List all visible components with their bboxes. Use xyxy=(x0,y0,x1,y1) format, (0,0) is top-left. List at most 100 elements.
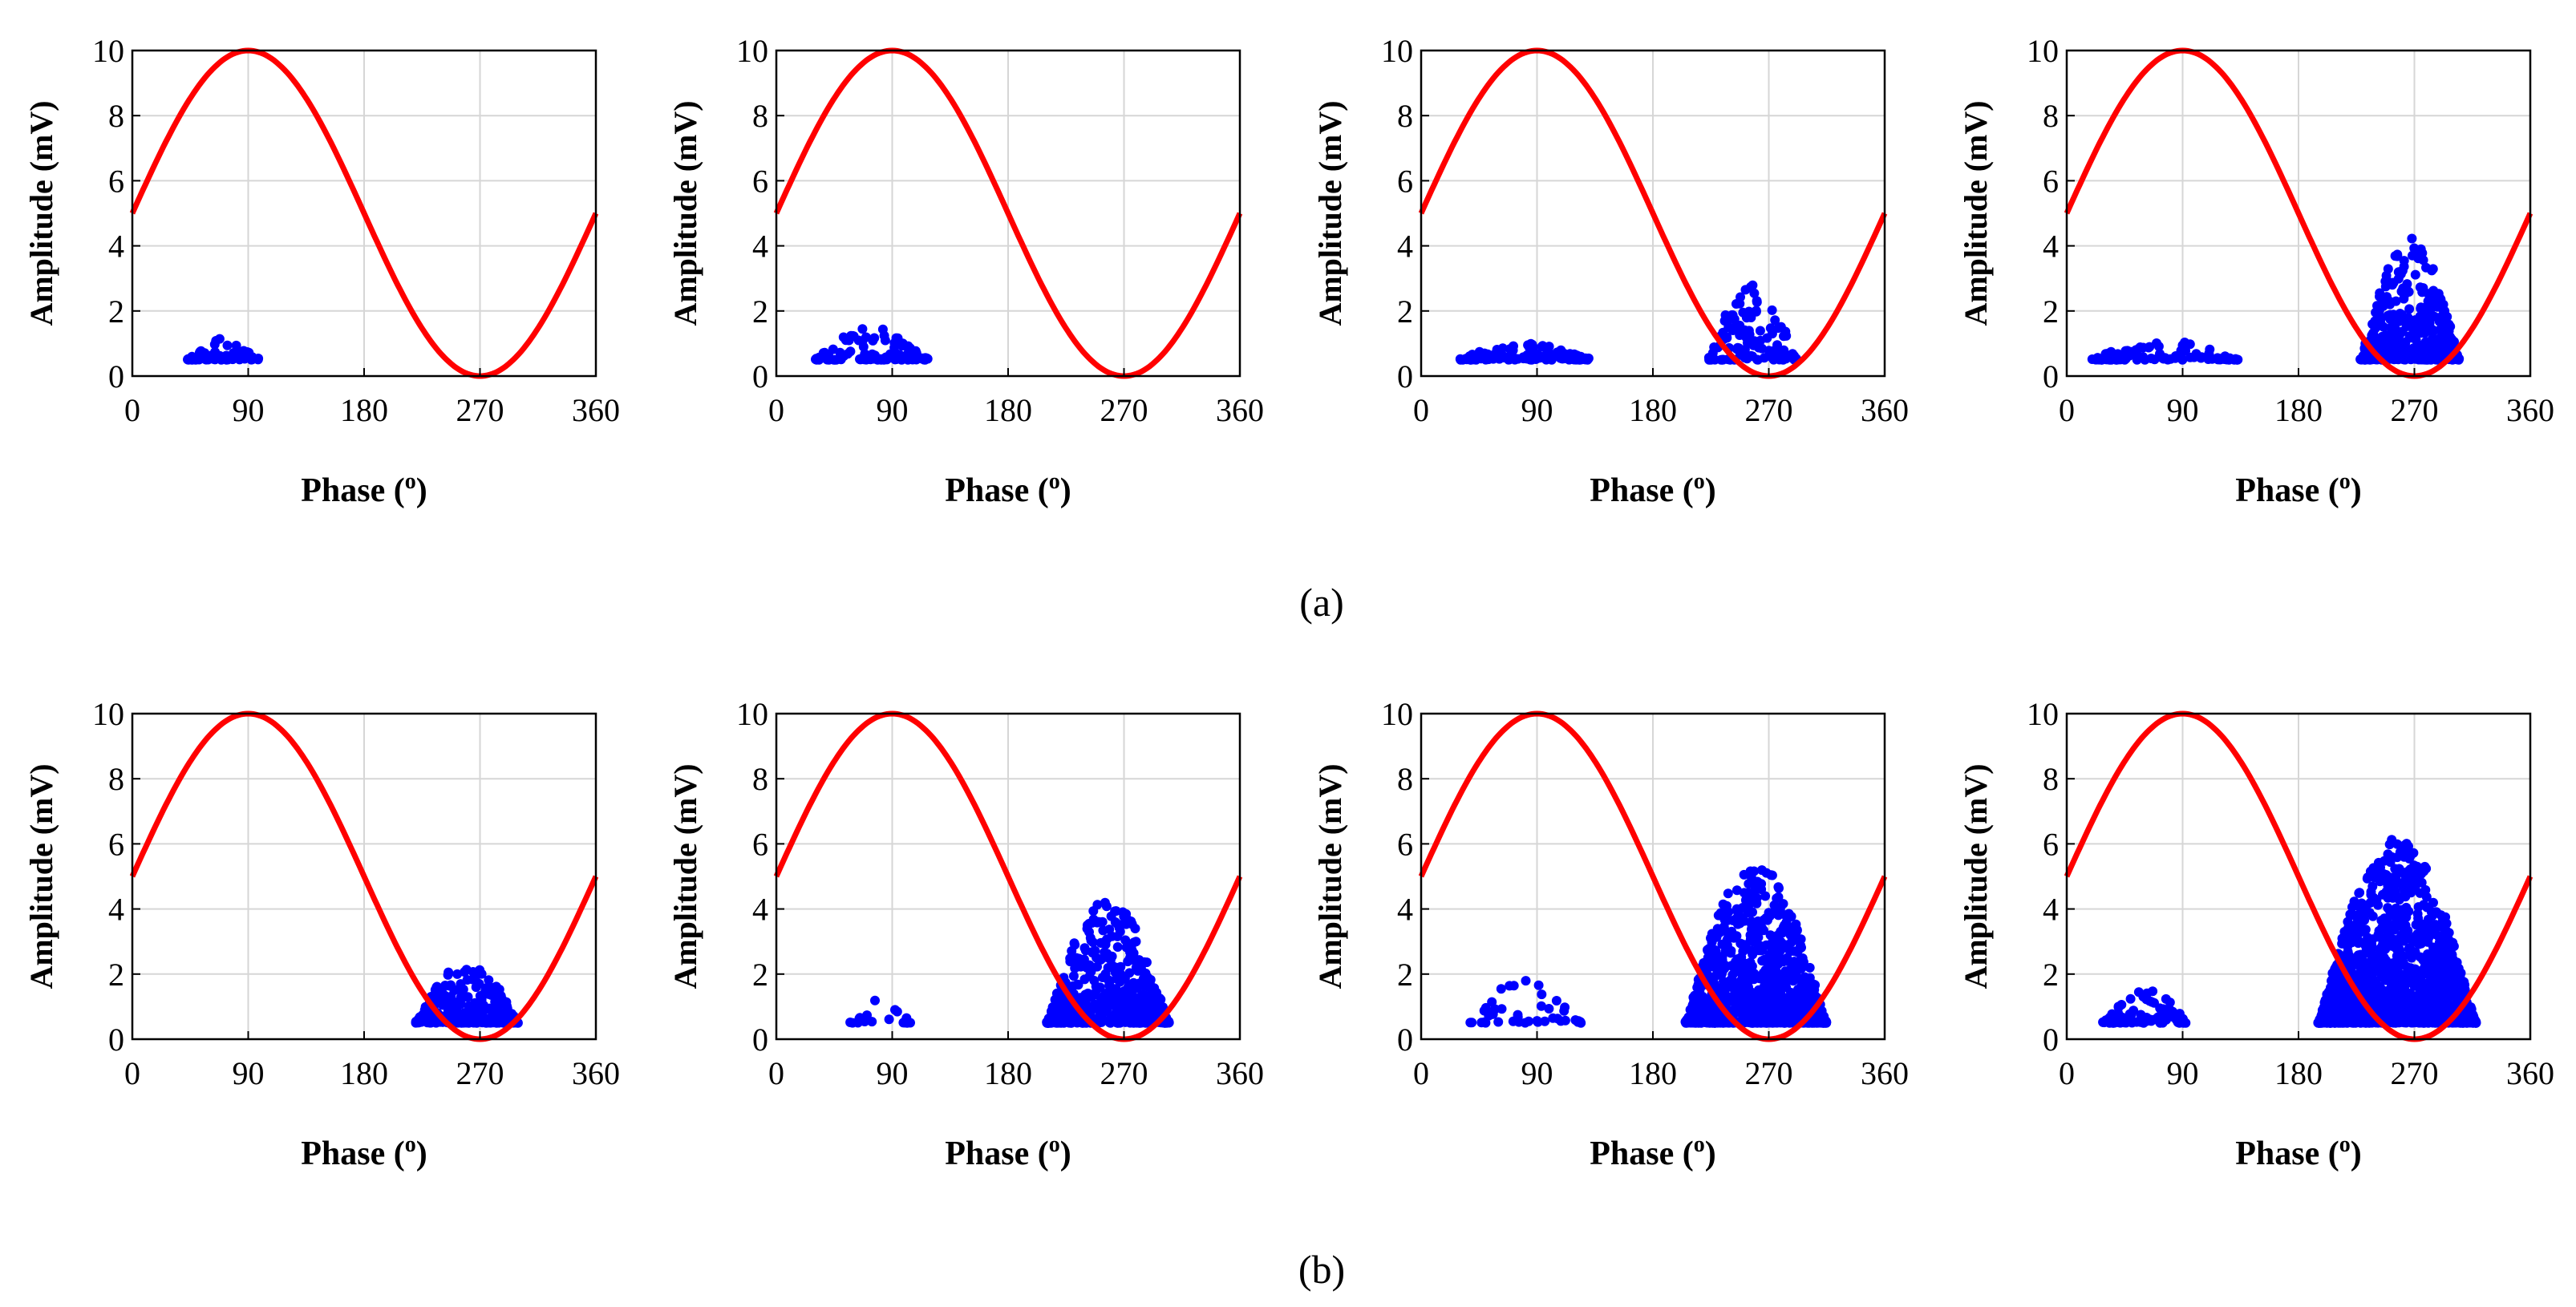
scatter-point xyxy=(253,354,263,365)
scatter-point xyxy=(2177,354,2188,365)
scatter-point xyxy=(1496,984,1506,994)
scatter-point xyxy=(2415,952,2425,962)
x-tick-label: 0 xyxy=(1413,1055,1429,1091)
y-tick-label: 4 xyxy=(2043,229,2059,265)
scatter-point xyxy=(1480,354,1491,365)
scatter-point xyxy=(1742,354,1752,364)
y-tick-label: 0 xyxy=(752,1022,768,1058)
y-tick-label: 4 xyxy=(1397,229,1413,265)
scatter-point xyxy=(1100,897,1110,908)
scatter-point xyxy=(897,338,908,349)
scatter-point xyxy=(1057,997,1067,1008)
scatter-point xyxy=(1488,354,1498,364)
y-tick-label: 8 xyxy=(1397,98,1413,134)
scatter-point xyxy=(1128,948,1139,958)
scatter-point xyxy=(1751,306,1761,316)
scatter-point xyxy=(2376,954,2387,965)
y-tick-label: 4 xyxy=(1397,892,1413,928)
scatter-point xyxy=(1130,924,1140,933)
scatter-point xyxy=(1112,931,1123,941)
scatter-point xyxy=(2339,931,2350,941)
scatter-point xyxy=(1080,945,1091,956)
scatter-point xyxy=(2440,995,2451,1006)
scatter-point xyxy=(1796,941,1806,951)
sine-line xyxy=(129,710,599,1042)
scatter-point xyxy=(2359,352,2369,362)
x-tick-label: 270 xyxy=(1100,392,1148,428)
scatter-point xyxy=(1818,1018,1829,1028)
scatter-point xyxy=(2415,282,2425,293)
scatter-point xyxy=(2345,909,2355,920)
y-tick-label: 8 xyxy=(752,98,768,134)
scatter-point xyxy=(2408,250,2417,261)
scatter-point xyxy=(418,1016,428,1026)
scatter-point xyxy=(460,1008,470,1018)
scatter-point xyxy=(2375,873,2385,884)
scatter-point xyxy=(233,352,244,362)
scatter-point xyxy=(2400,840,2410,850)
x-tick-label: 360 xyxy=(2506,392,2554,428)
scatter-point xyxy=(2404,1015,2414,1025)
x-axis-label: Phase (o) xyxy=(1590,1132,1716,1172)
scatter-point xyxy=(2407,233,2417,244)
scatter-point xyxy=(471,982,481,993)
scatter-point xyxy=(1047,1006,1057,1016)
scatter-point xyxy=(1533,980,1544,990)
x-tick-label: 360 xyxy=(572,392,620,428)
scatter-point xyxy=(2391,296,2401,306)
scatter-point xyxy=(1713,929,1723,939)
scatter-point xyxy=(1743,908,1753,918)
scatter-point xyxy=(1085,966,1096,977)
scatter-point xyxy=(1704,354,1715,365)
scatter-point xyxy=(2119,1018,2129,1028)
y-tick-label: 6 xyxy=(2043,163,2059,199)
scatter-point xyxy=(2317,1018,2327,1028)
scatter-point xyxy=(2423,921,2432,932)
scatter-point xyxy=(1536,1001,1546,1011)
scatter-point xyxy=(2393,273,2404,284)
scatter-point xyxy=(2401,902,2412,912)
scatter-point xyxy=(2415,888,2425,898)
scatter-point xyxy=(824,354,834,365)
scatter-point xyxy=(2445,333,2456,343)
scatter-point xyxy=(1730,987,1740,997)
x-tick-label: 180 xyxy=(984,392,1032,428)
scatter-point xyxy=(2403,925,2413,936)
x-tick-label: 360 xyxy=(1861,392,1909,428)
y-tick-label: 4 xyxy=(2043,892,2059,928)
scatter-point xyxy=(2329,1003,2339,1014)
scatter-point xyxy=(1742,900,1752,910)
x-tick-label: 0 xyxy=(2059,1055,2075,1091)
scatter-point xyxy=(1067,981,1078,991)
scatter-point xyxy=(484,975,494,985)
scatter-point xyxy=(431,981,442,992)
scatter-point xyxy=(1780,940,1790,950)
scatter-point xyxy=(860,1017,870,1026)
scatter-point xyxy=(844,335,854,346)
scatter-point xyxy=(1749,288,1760,298)
scatter-point xyxy=(1756,879,1767,889)
scatter-point xyxy=(2140,354,2150,365)
scatter-point xyxy=(1129,937,1139,948)
y-tick-label: 6 xyxy=(108,826,124,862)
scatter-point xyxy=(427,1017,438,1026)
x-tick-label: 90 xyxy=(2167,1055,2199,1091)
scatter-point xyxy=(1723,888,1733,899)
scatter-point xyxy=(1745,945,1756,956)
scatter-point xyxy=(2419,866,2429,876)
scatter-point xyxy=(1697,996,1707,1006)
scatter-point xyxy=(1112,996,1122,1006)
scatter-point xyxy=(1128,977,1139,988)
scatter-point xyxy=(1720,980,1731,990)
scatter-point xyxy=(1746,891,1756,901)
scatter-point xyxy=(1761,940,1772,950)
scatter-point xyxy=(2424,348,2435,358)
scatter-point xyxy=(2367,996,2378,1006)
y-tick-label: 10 xyxy=(2027,33,2059,69)
scatter-point xyxy=(2385,857,2396,868)
